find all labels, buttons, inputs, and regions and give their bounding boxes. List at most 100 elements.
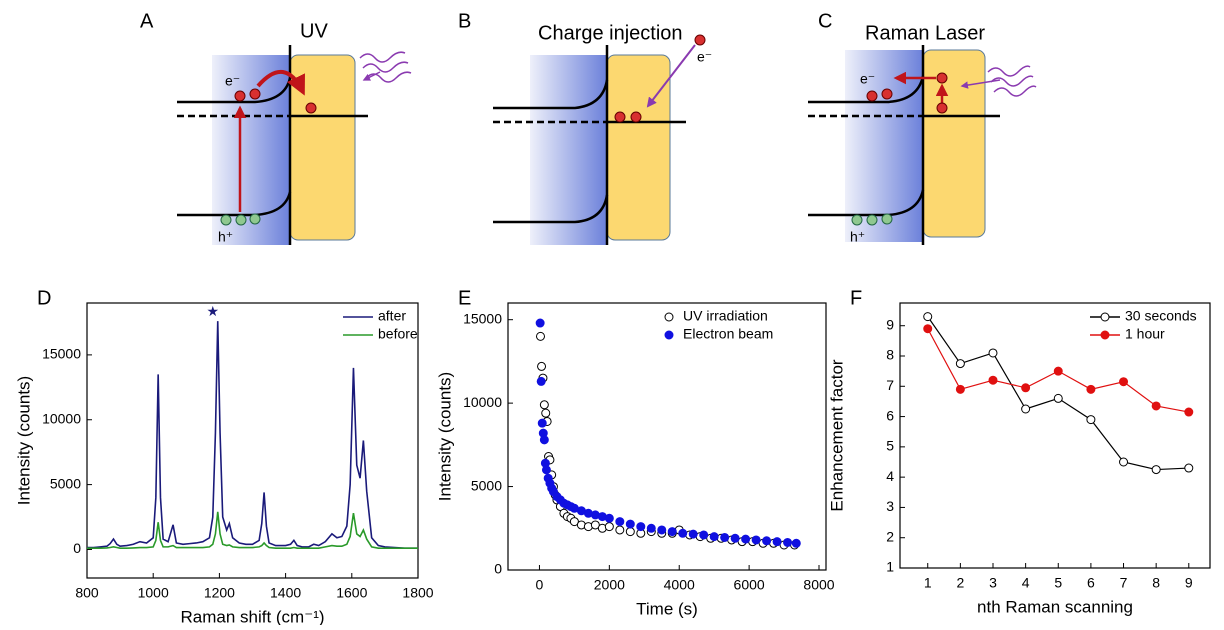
y-tick-label: 15000 (42, 346, 81, 362)
legend-label: UV irradiation (683, 308, 768, 324)
data-point (541, 465, 551, 475)
x-tick-label: 1400 (270, 585, 301, 601)
x-tick-label: 4000 (664, 577, 695, 593)
x-tick-label: 2000 (594, 577, 625, 593)
panel-label: B (458, 10, 471, 32)
data-point (625, 527, 635, 537)
y-tick-label: 2 (886, 528, 894, 544)
data-point (699, 530, 709, 540)
data-point (678, 528, 688, 538)
y-tick-label: 9 (886, 316, 894, 332)
x-tick-label: 1200 (204, 585, 235, 601)
data-point (988, 375, 998, 385)
data-point (1151, 465, 1161, 475)
y-tick-label: 8 (886, 347, 894, 363)
panel-label: F (850, 287, 862, 309)
x-axis-label: Raman shift (cm⁻¹) (180, 607, 324, 625)
diagram-b: B Charge injection e⁻ (458, 10, 712, 245)
panel-label: C (818, 10, 832, 32)
legend-label: before (378, 326, 418, 342)
hole-label: h⁺ (218, 229, 233, 245)
panel-label: E (458, 287, 471, 309)
data-point (923, 312, 933, 322)
diagram-title: UV (300, 20, 328, 42)
data-point (762, 536, 772, 546)
x-tick-label: 9 (1185, 575, 1193, 591)
data-point (955, 384, 965, 394)
data-point (783, 537, 793, 547)
data-point (988, 348, 998, 358)
series-line (87, 321, 418, 549)
panel-label: D (37, 287, 51, 309)
x-tick-label: 6 (1087, 575, 1095, 591)
hole-label: h⁺ (850, 229, 865, 245)
x-tick-label: 5 (1054, 575, 1062, 591)
chart: 0 2000 4000 6000 8000 0 5000 10000 15000 Time (s)… (435, 287, 834, 618)
data-point (541, 408, 551, 418)
data-point (955, 359, 965, 369)
data-point (1119, 377, 1129, 387)
data-point (1119, 457, 1129, 467)
y-axis-label: Intensity (counts) (14, 376, 33, 505)
data-point (923, 324, 933, 334)
y-tick-label: 0 (494, 561, 502, 577)
data-point (688, 529, 698, 539)
data-point (1053, 366, 1063, 376)
data-point (604, 513, 614, 523)
x-tick-label: 2 (956, 575, 964, 591)
y-tick-label: 7 (886, 377, 894, 393)
data-point (1184, 407, 1194, 417)
data-point (615, 525, 625, 535)
data-point (537, 361, 547, 371)
data-point (1021, 383, 1031, 393)
legend-label: 1 hour (1125, 326, 1165, 342)
data-point (539, 400, 549, 410)
x-tick-label: 800 (75, 585, 99, 601)
y-tick-label: 0 (73, 540, 81, 556)
legend-marker (1100, 312, 1110, 322)
electron-label: e⁻ (697, 49, 712, 65)
data-point (730, 533, 740, 543)
x-tick-label: 6000 (734, 577, 765, 593)
plot-frame (899, 302, 1211, 569)
legend-marker (664, 312, 674, 322)
chart: 1 2 3 4 5 6 7 8 9 1 2 3 4 5 6 7 8 9 nth Raman scanning Enha… (827, 287, 1211, 616)
legend-label: 30 seconds (1125, 308, 1197, 324)
x-tick-label: 4 (1022, 575, 1030, 591)
legend-marker (1100, 330, 1110, 340)
data-point (720, 532, 730, 542)
x-tick-label: 8 (1152, 575, 1160, 591)
y-tick-label: 5 (886, 438, 894, 454)
data-point (535, 318, 545, 328)
data-point (657, 525, 667, 535)
y-tick-label: 6 (886, 407, 894, 423)
diagram-title: Raman Laser (865, 22, 985, 44)
x-tick-label: 1800 (402, 585, 433, 601)
y-tick-label: 4 (886, 468, 894, 484)
y-tick-label: 5000 (50, 475, 81, 491)
data-point (646, 523, 656, 533)
data-point (1021, 404, 1031, 414)
y-tick-label: 10000 (42, 410, 81, 426)
data-point (1184, 463, 1194, 473)
data-point (1053, 393, 1063, 403)
x-tick-label: 1 (924, 575, 932, 591)
data-point (1151, 401, 1161, 411)
data-point (537, 418, 547, 428)
chart: 800 1000 1200 1400 1600 1800 0 5000 10000 15000 Ra… (14, 287, 433, 626)
x-tick-label: 0 (536, 577, 544, 593)
legend-label: Electron beam (683, 326, 773, 342)
y-tick-label: 15000 (463, 310, 502, 326)
electron-label: e⁻ (225, 73, 240, 89)
data-point (667, 527, 677, 537)
panel-label: A (140, 10, 154, 32)
data-point (636, 522, 646, 532)
series-line (87, 511, 418, 549)
diagram-c: C Raman Laser e⁻ h⁺ (808, 10, 1037, 245)
y-tick-label: 5000 (471, 477, 502, 493)
data-point (539, 435, 549, 445)
data-point (709, 532, 719, 542)
legend-label: after (378, 308, 406, 324)
y-tick-label: 10000 (463, 394, 502, 410)
